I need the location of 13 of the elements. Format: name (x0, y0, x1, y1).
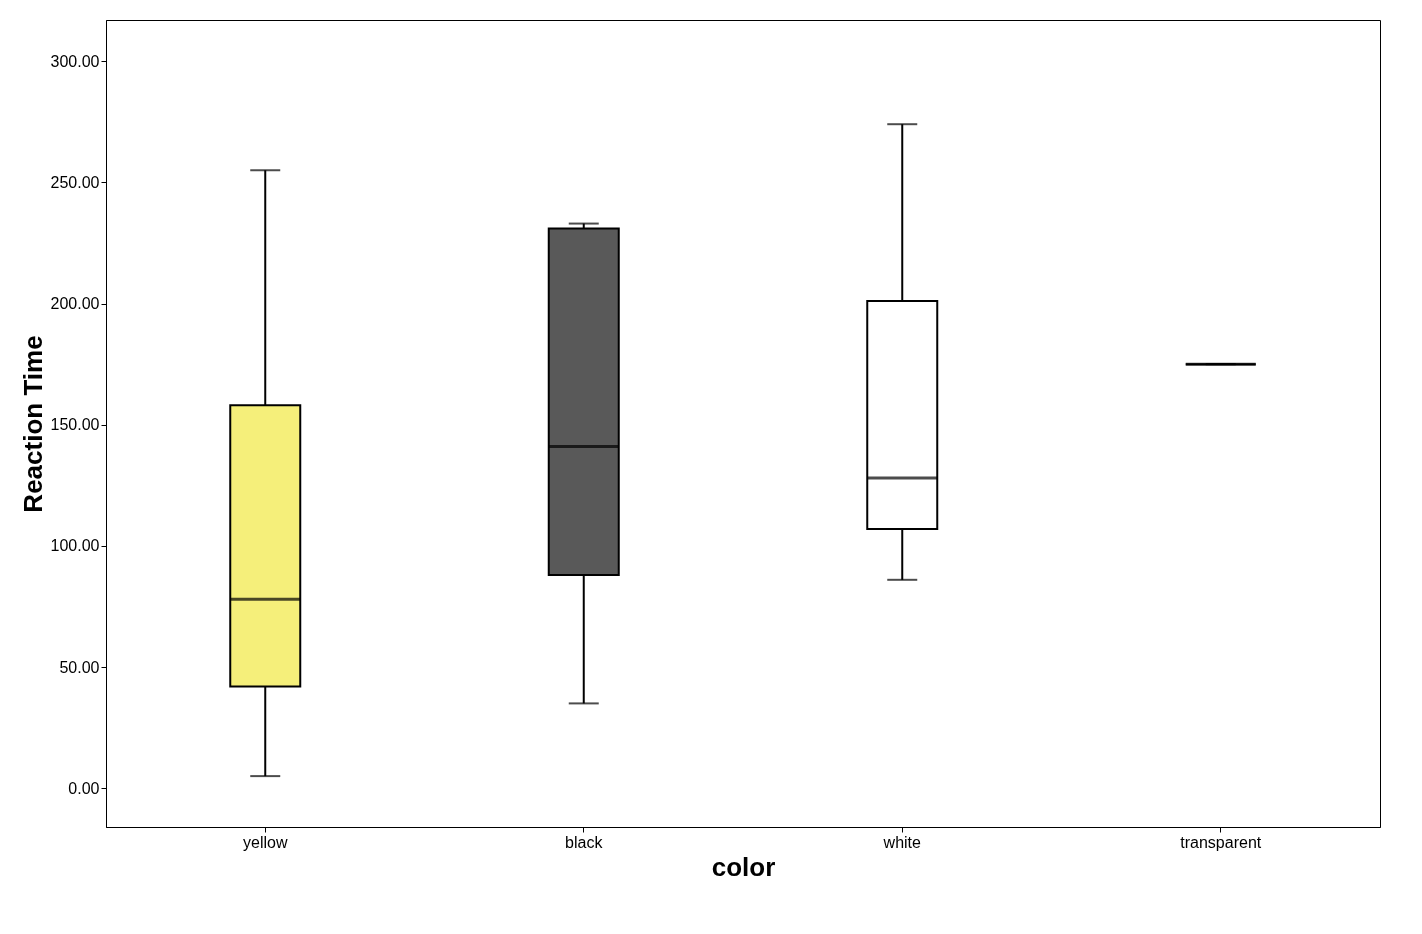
y-tick-label: 150.00 (50, 416, 100, 434)
y-tick-label: 100.00 (50, 537, 100, 555)
y-tick-label: 200.00 (50, 295, 100, 313)
y-tick-label: 250.00 (50, 173, 100, 191)
y-tick-label: 300.00 (50, 52, 100, 70)
y-tick-label: 0.00 (68, 779, 100, 797)
x-tick-label: transparent (1180, 833, 1262, 851)
y-axis-title: Reaction Time (17, 335, 48, 513)
x-tick-label: white (882, 833, 922, 851)
x-tick-label: yellow (243, 833, 288, 851)
y-tick-label: 50.00 (59, 658, 100, 676)
x-tick-label: black (565, 833, 604, 851)
x-axis-title: color (711, 851, 776, 882)
